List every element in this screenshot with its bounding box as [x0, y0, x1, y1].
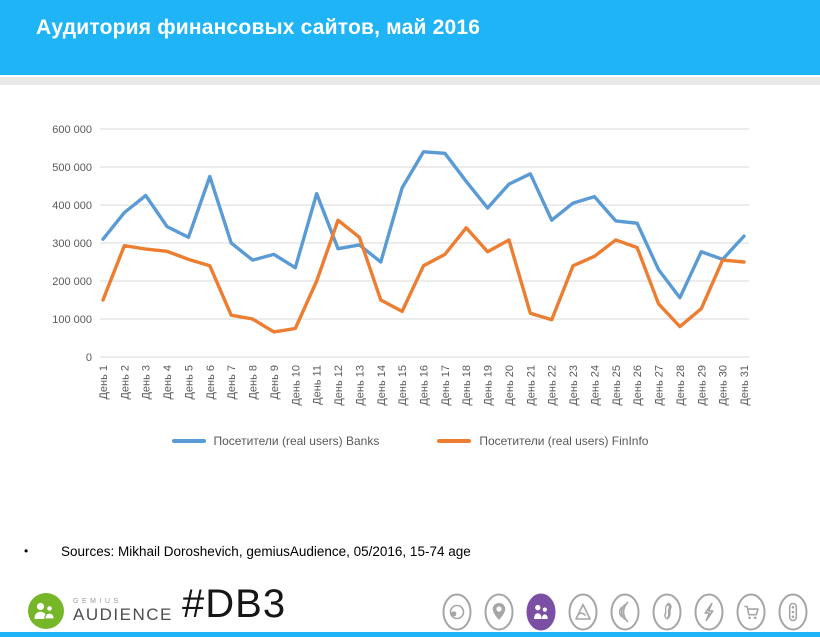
- banks-line-swatch: [171, 439, 206, 443]
- x-tick-label: День 27: [654, 365, 666, 406]
- y-tick-label: 400 000: [52, 200, 92, 212]
- x-tick-label: День 26: [632, 365, 644, 406]
- x-tick-label: День 10: [290, 365, 302, 406]
- sources-text: Sources: Mikhail Doroshevich, gemiusAudi…: [61, 544, 471, 559]
- x-tick-label: День 20: [504, 365, 516, 406]
- x-tick-label: День 12: [333, 365, 345, 406]
- banks-legend-label: Посетители (real users) Banks: [213, 434, 380, 448]
- fininfo-legend-label: Посетители (real users) FinInfo: [479, 434, 649, 448]
- y-tick-label: 0: [86, 352, 92, 364]
- location-pin-icon: [484, 593, 514, 631]
- flame-icon: [652, 593, 682, 631]
- x-tick-label: День 22: [547, 365, 559, 406]
- x-tick-label: День 29: [696, 365, 708, 406]
- x-tick-label: День 3: [141, 365, 153, 400]
- hashtag-db3: #DB3: [182, 582, 287, 626]
- x-tick-label: День 14: [376, 365, 388, 406]
- x-tick-label: День 1: [98, 365, 110, 400]
- lightning-icon: [694, 593, 724, 631]
- x-tick-label: День 7: [226, 365, 238, 400]
- x-tick-label: День 6: [205, 365, 217, 400]
- mountain-icon: [568, 593, 598, 631]
- y-tick-label: 600 000: [52, 124, 92, 136]
- x-tick-label: День 11: [312, 365, 324, 405]
- people-icon: [526, 593, 556, 631]
- y-tick-label: 100 000: [52, 314, 92, 326]
- x-tick-label: День 23: [568, 365, 580, 406]
- x-tick-label: День 4: [162, 365, 174, 400]
- footer-icons-row: [441, 592, 809, 632]
- x-tick-label: День 25: [611, 365, 623, 406]
- fininfo-line-swatch: [437, 439, 472, 443]
- bullet-marker: •: [24, 544, 29, 558]
- logo-brand-bottom: AUDIENCE: [73, 605, 173, 624]
- y-tick-label: 500 000: [52, 162, 92, 174]
- sources-line: • Sources: Mikhail Doroshevich, gemiusAu…: [20, 544, 471, 559]
- gemius-audience-logo: GEMIUS AUDIENCE: [26, 591, 173, 631]
- y-tick-label: 200 000: [52, 276, 92, 288]
- gemius-logo-icon: [28, 593, 64, 629]
- page-title: Аудитория финансовых сайтов, май 2016: [36, 16, 481, 39]
- x-tick-label: День 13: [354, 365, 366, 406]
- x-tick-label: День 16: [419, 365, 431, 406]
- x-tick-label: День 24: [589, 365, 601, 406]
- legend-item-banks: Посетители (real users) Banks: [171, 434, 380, 448]
- legend-item-fininfo: Посетители (real users) FinInfo: [437, 434, 648, 448]
- fininfo-series-line: [101, 218, 746, 334]
- logo-brand-top: GEMIUS: [73, 598, 122, 605]
- x-tick-label: День 19: [483, 365, 495, 406]
- eye-icon: [442, 593, 472, 631]
- traffic-light-icon: [778, 593, 808, 631]
- logo-wordmark: GEMIUS AUDIENCE: [73, 598, 173, 624]
- x-tick-label: День 17: [440, 365, 452, 406]
- x-tick-label: День 2: [119, 365, 131, 400]
- x-tick-label: День 9: [269, 365, 281, 400]
- x-tick-label: День 28: [675, 365, 687, 406]
- banks-series-line: [101, 150, 746, 300]
- signal-waves-icon: [610, 593, 640, 631]
- x-tick-label: День 5: [183, 365, 195, 400]
- y-tick-label: 300 000: [52, 238, 92, 250]
- line-chart: 0 100 000 200 000 300 000 400 000 500 000 600 …: [52, 124, 751, 406]
- header-divider: [0, 77, 820, 85]
- bottom-accent-bar: [0, 632, 820, 637]
- x-tick-label: День 8: [248, 365, 260, 400]
- chart-legend: Посетители (real users) Banks Посетители…: [0, 434, 820, 448]
- x-tick-label: День 30: [718, 365, 730, 406]
- chart-area: 0 100 000 200 000 300 000 400 000 500 000 600 …: [30, 98, 790, 448]
- x-tick-label: День 15: [397, 365, 409, 406]
- x-tick-label: День 21: [525, 365, 537, 406]
- x-tick-label: День 31: [739, 365, 751, 406]
- shopping-cart-icon: [736, 593, 766, 631]
- x-tick-label: День 18: [461, 365, 473, 406]
- header-band: Аудитория финансовых сайтов, май 2016: [0, 0, 820, 75]
